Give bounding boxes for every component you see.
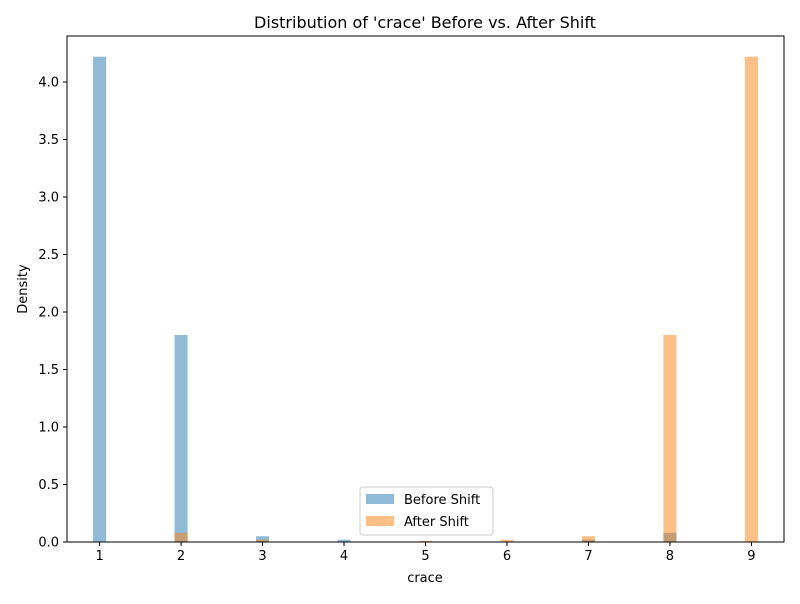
x-tick-label-9: 9 bbox=[747, 549, 755, 564]
x-tick-label-7: 7 bbox=[584, 549, 592, 564]
y-tick-label-2.0: 2.0 bbox=[38, 306, 59, 321]
legend-swatch-before bbox=[366, 494, 394, 504]
bar-after-5 bbox=[418, 540, 433, 542]
x-tick-label-8: 8 bbox=[666, 549, 674, 564]
y-tick-label-1.0: 1.0 bbox=[38, 421, 59, 436]
legend-label-before: Before Shift bbox=[404, 493, 480, 508]
y-tick-label-0.5: 0.5 bbox=[38, 478, 59, 493]
bar-after-7 bbox=[581, 536, 595, 542]
x-tick-label-6: 6 bbox=[503, 549, 511, 564]
x-tick-label-3: 3 bbox=[258, 549, 266, 564]
y-tick-label-3.0: 3.0 bbox=[38, 191, 59, 206]
bars-layer bbox=[93, 56, 758, 542]
x-axis-label: crace bbox=[407, 571, 443, 586]
x-tick-label-5: 5 bbox=[421, 549, 429, 564]
bar-after-2 bbox=[174, 532, 188, 542]
bar-before-3 bbox=[256, 536, 270, 542]
legend: Before Shift After Shift bbox=[359, 486, 494, 536]
bar-after-9 bbox=[744, 56, 758, 542]
chart-title: Distribution of 'crace' Before vs. After… bbox=[254, 13, 596, 32]
x-tick-label-4: 4 bbox=[340, 549, 348, 564]
y-axis-label: Density bbox=[16, 264, 31, 314]
legend-swatch-after bbox=[366, 516, 394, 526]
bar-before-2 bbox=[174, 335, 188, 542]
bar-after-8 bbox=[663, 335, 677, 542]
bar-after-6 bbox=[500, 539, 514, 542]
bar-before-4 bbox=[337, 539, 351, 542]
bar-before-1 bbox=[93, 56, 107, 542]
x-tick-label-2: 2 bbox=[177, 549, 185, 564]
y-tick-label-1.5: 1.5 bbox=[38, 363, 59, 378]
y-tick-label-3.5: 3.5 bbox=[38, 133, 59, 148]
y-tick-label-0.0: 0.0 bbox=[38, 536, 59, 551]
ticks-layer: 1 2 3 4 5 6 7 8 9 0.0 0.5 1.0 1.5 2.0 2.5 3.0 3.5 4.0 bbox=[38, 76, 755, 565]
y-tick-label-4.0: 4.0 bbox=[38, 76, 59, 91]
legend-label-after: After Shift bbox=[404, 515, 469, 530]
bar-after-3 bbox=[256, 539, 270, 542]
y-tick-label-2.5: 2.5 bbox=[38, 248, 59, 263]
x-tick-label-1: 1 bbox=[95, 549, 103, 564]
